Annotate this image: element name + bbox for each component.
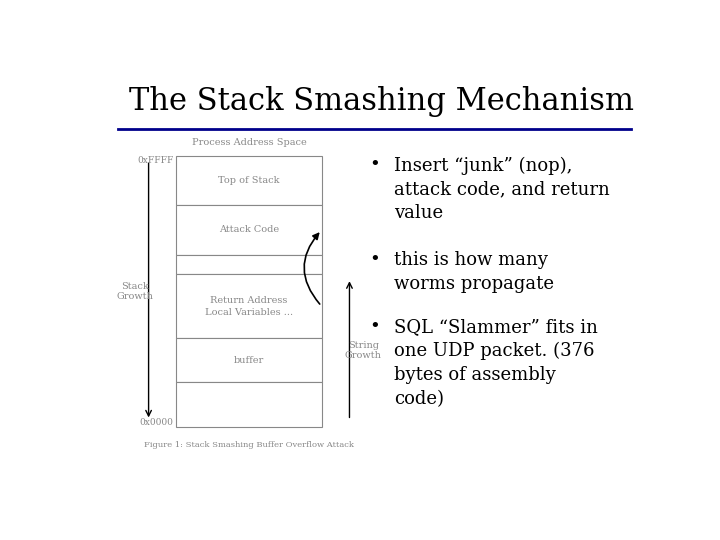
Text: Process Address Space: Process Address Space <box>192 138 307 147</box>
Text: Figure 1: Stack Smashing Buffer Overflow Attack: Figure 1: Stack Smashing Buffer Overflow… <box>144 441 354 449</box>
Bar <box>176 382 322 427</box>
Text: 0xFFFF: 0xFFFF <box>138 156 174 165</box>
Bar <box>176 274 322 338</box>
Text: 0x0000: 0x0000 <box>140 417 174 427</box>
Text: •: • <box>369 319 379 336</box>
Text: Return Address
Local Variables ...: Return Address Local Variables ... <box>205 296 293 316</box>
Bar <box>176 205 322 254</box>
Text: •: • <box>369 252 379 269</box>
Text: The Stack Smashing Mechanism: The Stack Smashing Mechanism <box>129 85 634 117</box>
Bar <box>176 156 322 205</box>
Text: buffer: buffer <box>234 356 264 364</box>
Bar <box>176 254 322 274</box>
Text: Top of Stack: Top of Stack <box>218 177 280 185</box>
Text: String
Growth: String Growth <box>345 341 382 360</box>
Text: Insert “junk” (nop),
attack code, and return
value: Insert “junk” (nop), attack code, and re… <box>394 156 610 222</box>
Bar <box>176 338 322 382</box>
Text: •: • <box>369 156 379 174</box>
Text: SQL “Slammer” fits in
one UDP packet. (376
bytes of assembly
code): SQL “Slammer” fits in one UDP packet. (3… <box>394 319 598 408</box>
Text: Attack Code: Attack Code <box>219 226 279 234</box>
Text: Stack
Growth: Stack Growth <box>116 282 153 301</box>
Text: this is how many
worms propagate: this is how many worms propagate <box>394 252 554 293</box>
